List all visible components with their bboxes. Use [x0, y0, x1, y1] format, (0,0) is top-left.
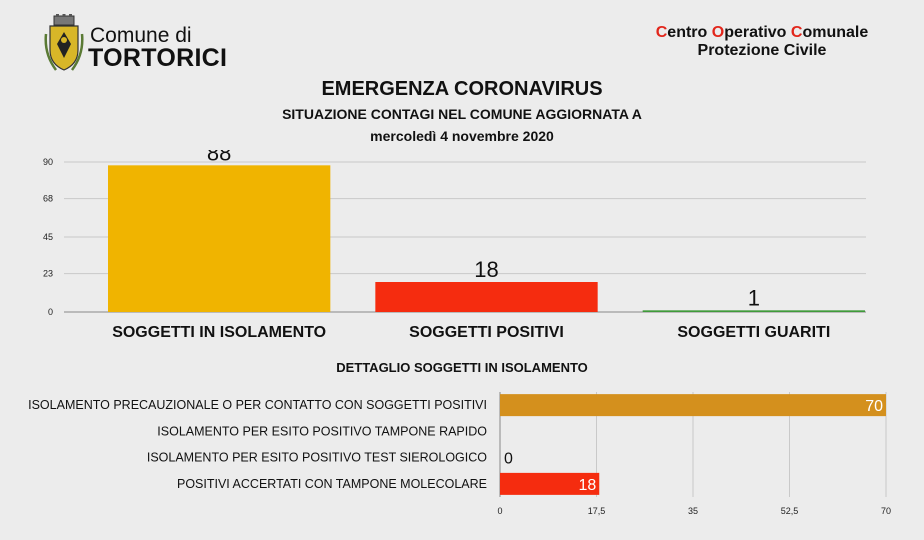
main-title: EMERGENZA CORONAVIRUS	[0, 78, 924, 101]
x-tick-label: 70	[881, 506, 891, 516]
hbar-value-label: 0	[504, 451, 513, 468]
coc-word-omunale: omunale	[802, 24, 868, 41]
row-category-label: ISOLAMENTO PER ESITO POSITIVO TAMPONE RA…	[157, 424, 487, 438]
coc-initial-o: O	[712, 24, 724, 41]
comune-name: TORTORICI	[88, 44, 227, 73]
coc-initial-c2: C	[791, 24, 803, 41]
row-category-label: ISOLAMENTO PER ESITO POSITIVO TEST SIERO…	[147, 451, 487, 465]
hbar-1	[500, 394, 886, 416]
coc-line2: Protezione Civile	[600, 42, 924, 60]
coc-heading: Centro Operativo Comunale Protezione Civ…	[600, 24, 924, 60]
category-label: SOGGETTI GUARITI	[677, 324, 830, 341]
x-tick-label: 17,5	[588, 506, 606, 516]
bar-value-label: 88	[207, 150, 231, 165]
bar-value-label: 18	[474, 257, 498, 282]
detail-chart-title: DETTAGLIO SOGGETTI IN ISOLAMENTO	[0, 360, 924, 375]
y-tick-label: 0	[48, 307, 53, 317]
y-tick-label: 23	[43, 269, 53, 279]
coc-line1: Centro Operativo Comunale	[600, 24, 924, 42]
coat-of-arms-logo	[44, 14, 84, 76]
category-label: SOGGETTI IN ISOLAMENTO	[112, 324, 326, 341]
coc-initial-c: C	[656, 24, 668, 41]
x-tick-label: 52,5	[781, 506, 799, 516]
x-tick-label: 0	[497, 506, 502, 516]
row-category-label: ISOLAMENTO PRECAUZIONALE O PER CONTATTO …	[28, 398, 487, 412]
coc-word-perativo: perativo	[724, 24, 791, 41]
bar-value-label: 1	[748, 285, 760, 310]
hbar-value-label: 70	[865, 398, 883, 415]
coc-word-entro: entro	[667, 24, 711, 41]
bar-1	[108, 165, 330, 312]
bar-2	[375, 282, 597, 312]
y-tick-label: 90	[43, 157, 53, 167]
hbar-value-label: 18	[578, 477, 596, 494]
row-category-label: POSITIVI ACCERTATI CON TAMPONE MOLECOLAR…	[177, 477, 487, 491]
y-tick-label: 68	[43, 194, 53, 204]
y-tick-label: 45	[43, 232, 53, 242]
bar-3	[643, 310, 865, 312]
subtitle-update: SITUAZIONE CONTAGI NEL COMUNE AGGIORNATA…	[0, 106, 924, 122]
category-label: SOGGETTI POSITIVI	[409, 324, 564, 341]
summary-bar-chart: 0 23 45 68 90 88 SOGGETTI IN ISOLAMENTO 18 SOGGE…	[0, 150, 924, 350]
detail-bar-chart: 0 17,5 35 52,5 70 ISOLAMENTO PRECAUZIONALE O …	[0, 384, 924, 524]
subtitle-date: mercoledì 4 novembre 2020	[0, 128, 924, 144]
x-tick-label: 35	[688, 506, 698, 516]
